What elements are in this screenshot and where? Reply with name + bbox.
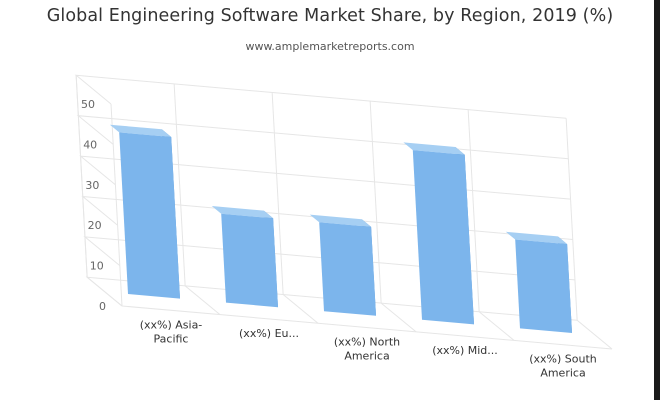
y-tick-label: 50 xyxy=(81,98,95,111)
bar xyxy=(412,150,474,325)
bar-top xyxy=(403,142,465,155)
floor-grid-line xyxy=(576,319,613,350)
x-tick-label: (xx%) Asia-Pacific xyxy=(140,318,203,345)
page-scrollbar[interactable] xyxy=(654,0,660,400)
grid-line xyxy=(271,92,284,295)
x-tick-label-line: Pacific xyxy=(154,332,189,345)
x-tick-label-line: America xyxy=(540,367,585,380)
x-tick-label: (xx%) Mid... xyxy=(432,344,498,357)
x-tick-label: (xx%) North America xyxy=(334,336,400,363)
grid-line xyxy=(74,74,567,119)
x-tick-label-line: America xyxy=(344,350,389,363)
bar xyxy=(515,239,572,333)
x-tick-label-line: (xx%) South xyxy=(529,353,597,366)
y-tick-label: 10 xyxy=(90,260,104,273)
bar xyxy=(119,132,180,299)
x-tick-label: (xx%) Eu... xyxy=(239,327,299,340)
y-tick-label: 30 xyxy=(85,179,99,192)
floor-grid-line xyxy=(282,294,319,324)
y-tick-label: 40 xyxy=(83,138,97,151)
floor-grid-line xyxy=(380,302,417,333)
grid-line xyxy=(565,118,578,321)
grid-line xyxy=(369,101,382,304)
bar-top xyxy=(309,214,372,227)
bar-top xyxy=(109,124,172,137)
x-tick-label-line: (xx%) Mid... xyxy=(432,344,498,357)
y-tick-label: 20 xyxy=(88,219,102,232)
grid-line xyxy=(173,83,186,286)
grid-line xyxy=(467,109,480,312)
bar-top xyxy=(505,231,568,245)
x-tick-label-line: (xx%) Eu... xyxy=(239,327,299,340)
floor-grid-line xyxy=(478,311,515,341)
x-axis-line xyxy=(121,305,613,350)
bar xyxy=(319,222,376,316)
bar xyxy=(221,213,278,308)
x-tick-label-line: (xx%) Asia- xyxy=(140,318,203,331)
bar-top xyxy=(211,206,274,219)
grid-line xyxy=(75,75,88,278)
floor-grid-line xyxy=(184,285,221,315)
x-tick-label-line: (xx%) North xyxy=(334,336,400,349)
chart-subtitle: www.amplemarketreports.com xyxy=(245,40,415,53)
grid-line xyxy=(110,103,123,307)
chart-title: Global Engineering Software Market Share… xyxy=(46,6,614,26)
floor-grid-line xyxy=(86,276,123,307)
x-tick-label: (xx%) South America xyxy=(529,353,597,380)
y-tick-label: 0 xyxy=(99,300,106,313)
